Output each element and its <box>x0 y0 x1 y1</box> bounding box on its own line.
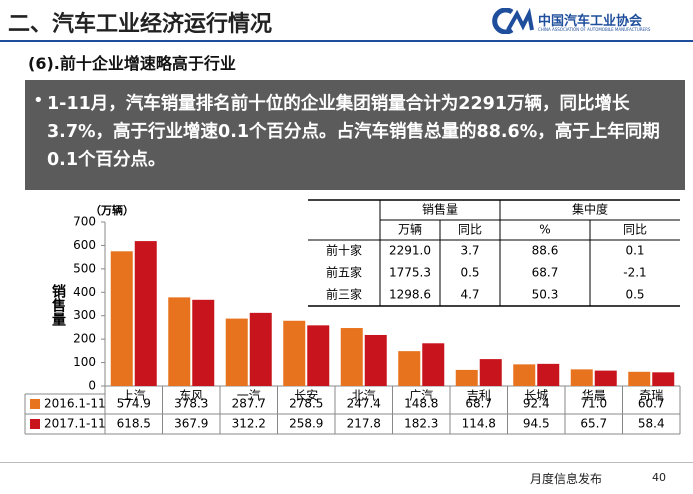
table-cell: 2291.0 <box>389 244 431 258</box>
data-label: 71.0 <box>580 397 607 411</box>
bar <box>225 318 248 386</box>
bar <box>422 343 445 386</box>
bar <box>364 334 387 386</box>
bar <box>594 370 617 386</box>
legend-label: 2017.1-11 <box>44 417 106 431</box>
y-tick-label: 400 <box>73 285 96 299</box>
data-label: 94.5 <box>523 417 550 431</box>
table-subheader: 同比 <box>623 223 647 237</box>
bullet-text: 1-11月，汽车销量排名前十位的企业集团销量合计为2291万辆，同比增长3.7%… <box>47 94 660 170</box>
x-tick-label: 东风 <box>179 389 203 403</box>
bar <box>340 328 363 386</box>
table-cell: 3.7 <box>460 244 479 258</box>
table-cell: 0.1 <box>625 244 644 258</box>
footer-rule <box>0 462 693 463</box>
y-axis-label: 销售量 <box>50 283 67 327</box>
x-tick-label: 广汽 <box>409 388 433 403</box>
table-cell: 0.5 <box>625 288 644 302</box>
data-label: 58.4 <box>638 417 665 431</box>
y-tick-label: 600 <box>73 238 96 252</box>
x-tick-label: 一汽 <box>237 388 261 403</box>
y-tick-label: 100 <box>73 355 96 369</box>
subtitle: (6).前十企业增速略高于行业 <box>28 54 236 73</box>
bar <box>537 363 560 386</box>
bar <box>455 369 478 386</box>
table-cell: 前三家 <box>326 287 362 302</box>
bar <box>652 372 675 386</box>
bar <box>398 351 421 386</box>
data-label: 148.8 <box>404 397 438 411</box>
table-cell: 4.7 <box>460 288 479 302</box>
y-tick-label: 200 <box>73 332 96 346</box>
table-cell: -2.1 <box>623 266 646 280</box>
bar <box>628 371 651 386</box>
table-cell: 88.6 <box>532 244 559 258</box>
data-label: 287.7 <box>232 397 266 411</box>
table-cell: 前十家 <box>326 243 362 258</box>
bar <box>192 299 215 386</box>
bar <box>307 325 330 386</box>
data-label: 247.4 <box>347 397 381 411</box>
bar <box>479 359 502 386</box>
data-label: 258.9 <box>289 417 323 431</box>
bar <box>110 251 133 386</box>
logo-icon <box>492 8 534 34</box>
bar <box>134 241 157 386</box>
bar <box>249 312 272 386</box>
y-unit: （万辆） <box>90 203 134 217</box>
table-cell: 50.3 <box>532 288 559 302</box>
y-tick-label: 700 <box>73 215 96 229</box>
logo-text: 中国汽车工业协会 <box>538 14 643 29</box>
data-label: 618.5 <box>117 417 151 431</box>
x-tick-label: 奇瑞 <box>639 389 663 403</box>
y-tick-label: 500 <box>73 261 96 275</box>
data-label: 367.9 <box>174 417 208 431</box>
table-cell: 1775.3 <box>389 266 431 280</box>
data-label: 60.7 <box>638 397 665 411</box>
bar <box>570 369 593 386</box>
table-cell: 68.7 <box>532 266 559 280</box>
table-cell: 0.5 <box>460 266 479 280</box>
data-label: 574.9 <box>117 397 151 411</box>
table-cell: 前五家 <box>326 265 362 280</box>
slide-title: 二、汽车工业经济运行情况 <box>8 12 273 37</box>
legend-swatch <box>30 419 40 429</box>
legend-swatch <box>30 399 40 409</box>
bar <box>513 364 536 386</box>
page-number: 40 <box>652 471 666 484</box>
table-subheader: % <box>539 223 550 237</box>
x-tick-label: 长安 <box>294 388 318 403</box>
data-label: 278.5 <box>289 397 323 411</box>
bar <box>168 297 191 386</box>
data-label: 92.4 <box>523 397 550 411</box>
data-label: 378.3 <box>174 397 208 411</box>
table-subheader: 同比 <box>458 223 482 237</box>
table-subheader: 万辆 <box>398 223 422 237</box>
x-tick-label: 长城 <box>524 389 548 403</box>
x-tick-label: 华晨 <box>582 389 606 403</box>
data-label: 217.8 <box>347 417 381 431</box>
data-label: 68.7 <box>465 397 492 411</box>
data-label: 312.2 <box>232 417 266 431</box>
legend-label: 2016.1-11 <box>44 397 106 411</box>
bar <box>283 320 306 386</box>
logo-subtext: CHINA ASSOCIATION OF AUTOMOBILE MANUFACT… <box>538 27 651 32</box>
logo: 中国汽车工业协会 CHINA ASSOCIATION OF AUTOMOBILE… <box>490 8 680 36</box>
table-header: 集中度 <box>572 202 608 217</box>
bullet-box: • 1-11月，汽车销量排名前十位的企业集团销量合计为2291万辆，同比增长3.… <box>25 80 685 190</box>
x-tick-label: 北汽 <box>352 388 376 403</box>
y-tick-label: 300 <box>73 308 96 322</box>
table-cell: 1298.6 <box>389 288 431 302</box>
x-tick-label: 上汽 <box>122 388 146 403</box>
footer-text: 月度信息发布 <box>530 472 603 486</box>
header-rule <box>0 40 693 42</box>
table-header: 销售量 <box>422 202 458 217</box>
data-label: 114.8 <box>462 417 496 431</box>
data-label: 182.3 <box>404 417 438 431</box>
y-tick-label: 0 <box>88 379 96 393</box>
x-tick-label: 吉利 <box>467 389 491 403</box>
data-label: 65.7 <box>580 417 607 431</box>
